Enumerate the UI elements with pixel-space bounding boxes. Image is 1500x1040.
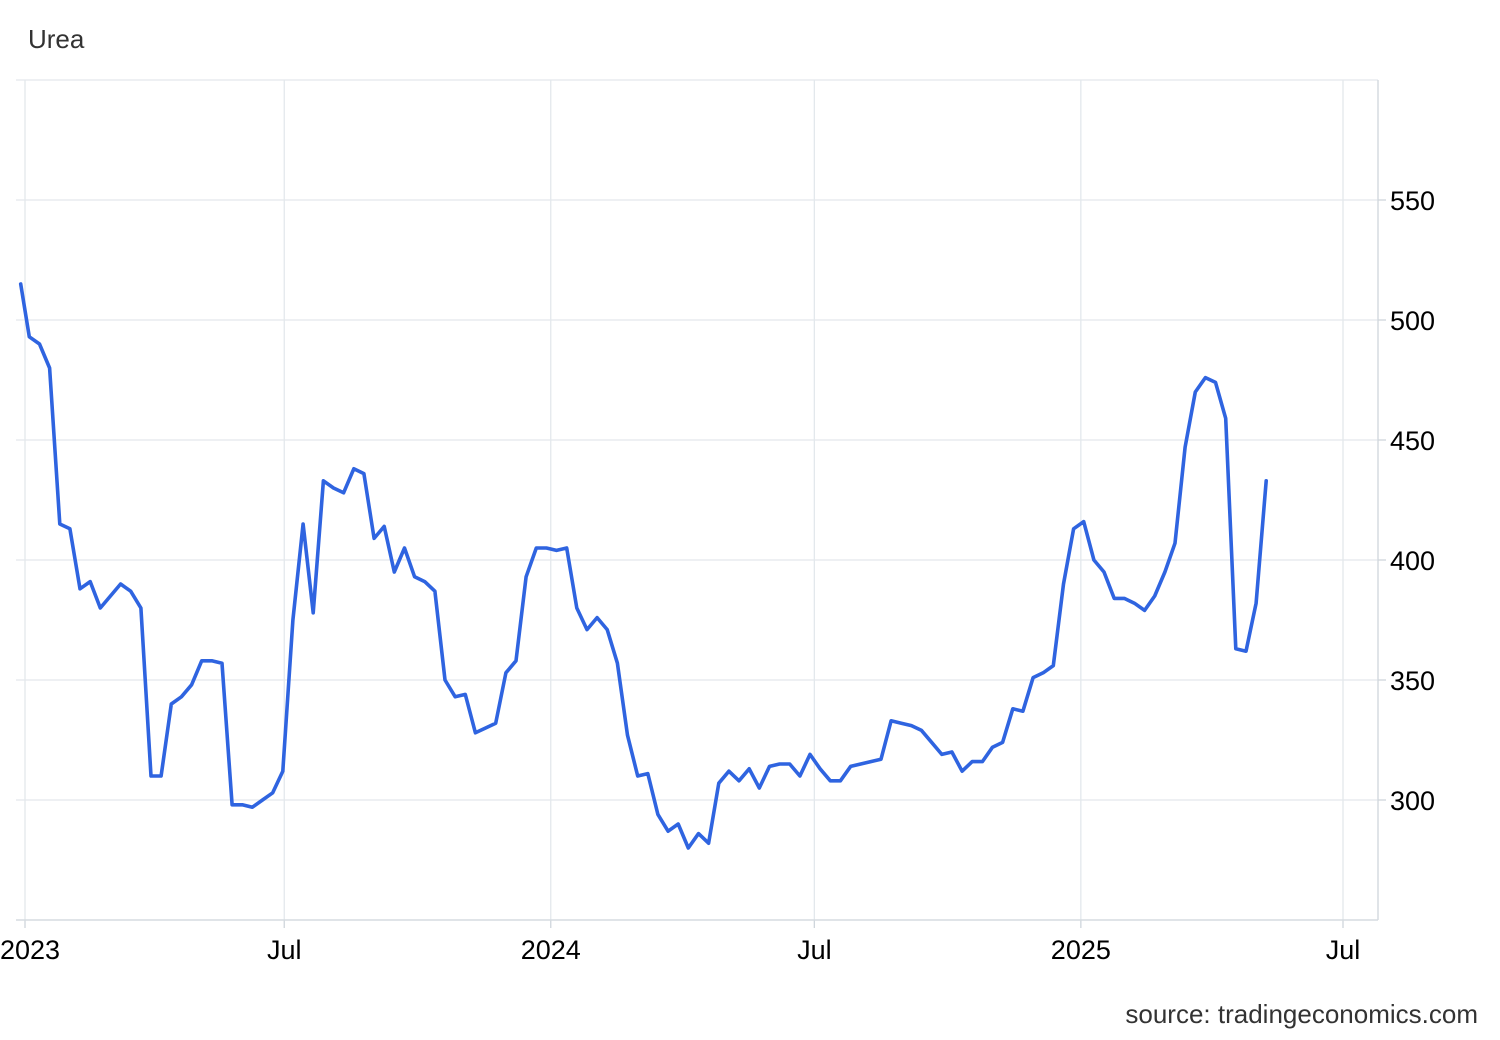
tick-labels: 300 350 400 450 500 550 2023 Jul 2024 Jul 2025 Jul: [0, 186, 1435, 965]
gridlines: [16, 79, 1378, 920]
x-tick-label: 2024: [521, 935, 581, 965]
x-tick-label: Jul: [267, 935, 302, 965]
y-tick-label: 550: [1390, 186, 1435, 216]
x-tick-label: Jul: [797, 935, 832, 965]
chart-title: Urea: [28, 24, 85, 54]
x-tick-label: 2023: [0, 935, 60, 965]
x-tick-label: 2025: [1051, 935, 1111, 965]
x-tick-label: Jul: [1326, 935, 1361, 965]
axes: [16, 80, 1386, 928]
y-tick-label: 350: [1390, 666, 1435, 696]
y-tick-label: 400: [1390, 546, 1435, 576]
source-credit: source: tradingeconomics.com: [1125, 999, 1478, 1029]
y-tick-label: 500: [1390, 306, 1435, 336]
y-tick-label: 450: [1390, 426, 1435, 456]
series-layer: [18, 282, 1268, 850]
series-line: [18, 282, 1268, 850]
y-tick-label: 300: [1390, 786, 1435, 816]
